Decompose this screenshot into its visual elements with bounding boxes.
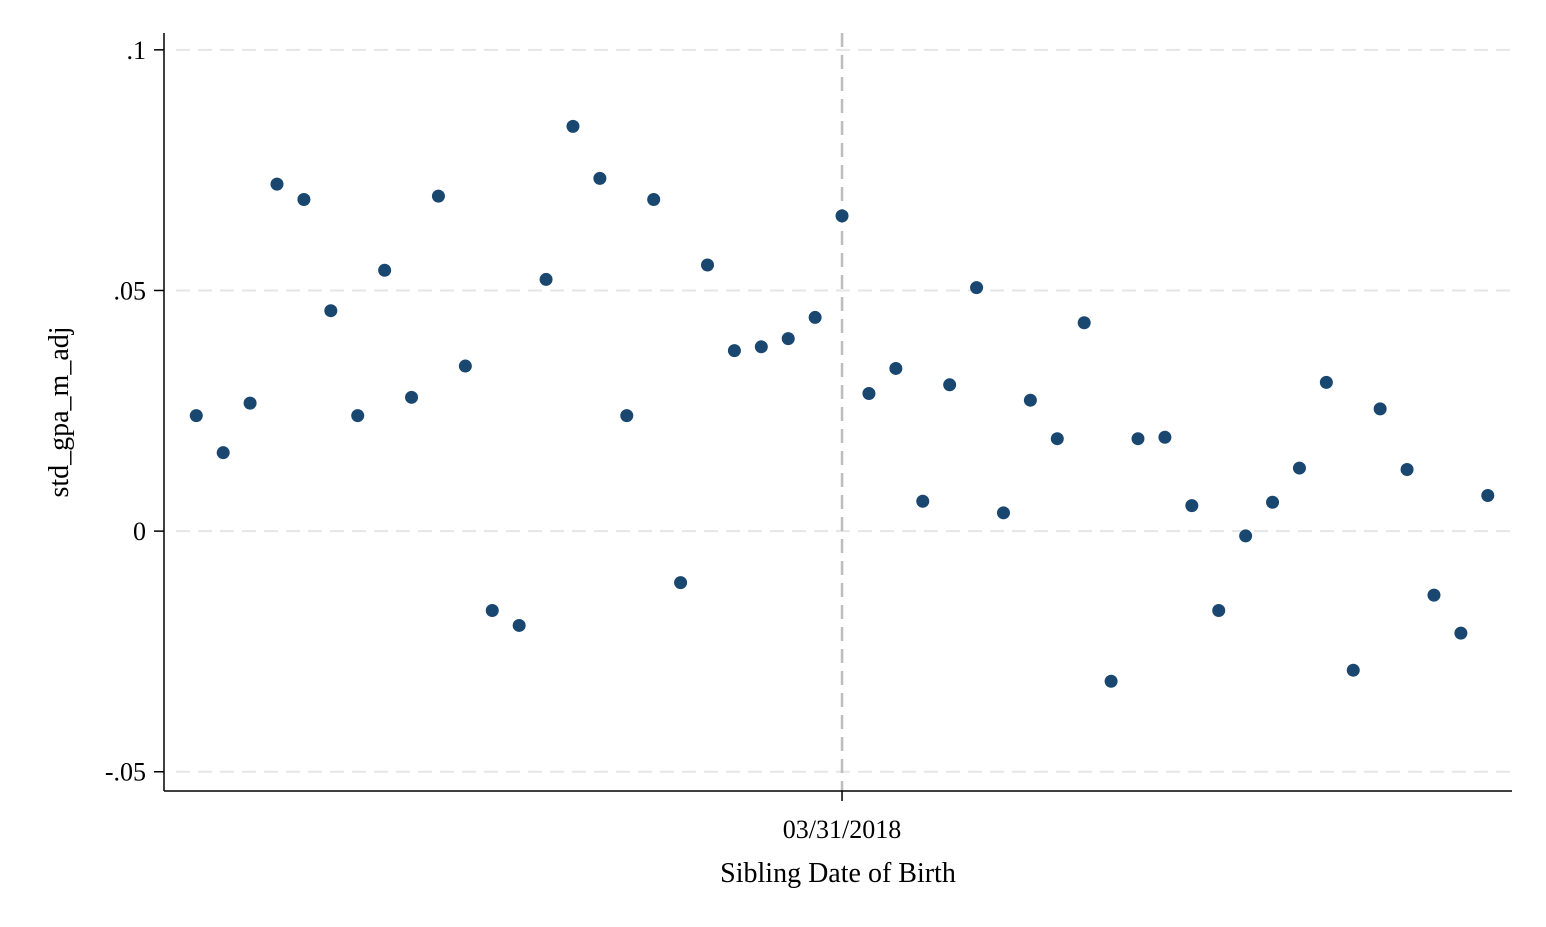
y-tick-label-0: .1 — [127, 36, 147, 65]
axes — [163, 33, 1512, 792]
data-point-0-13 — [539, 272, 553, 286]
y-axis-title: std_gpa_m_adj — [44, 326, 75, 497]
data-points — [189, 119, 1495, 688]
data-point-0-7 — [378, 263, 392, 277]
data-point-0-8 — [405, 390, 419, 404]
data-point-0-41 — [1292, 461, 1306, 475]
data-point-0-1 — [216, 446, 230, 460]
data-point-0-12 — [512, 618, 526, 632]
data-point-0-36 — [1158, 430, 1172, 444]
data-point-0-44 — [1373, 402, 1387, 416]
data-point-0-28 — [943, 378, 957, 392]
data-point-0-22 — [781, 332, 795, 346]
data-point-0-15 — [593, 171, 607, 185]
data-point-0-27 — [916, 494, 930, 508]
data-point-0-9 — [431, 189, 445, 203]
data-point-0-25 — [862, 386, 876, 400]
x-axis-title: Sibling Date of Birth — [720, 858, 956, 889]
data-point-0-35 — [1131, 432, 1145, 446]
data-point-0-14 — [566, 119, 580, 133]
data-point-0-42 — [1319, 375, 1333, 389]
data-point-0-19 — [701, 258, 715, 272]
y-tick-label-3: -.05 — [105, 758, 146, 787]
y-tick-label-2: 0 — [133, 517, 146, 546]
data-point-0-18 — [674, 576, 688, 590]
data-point-0-24 — [835, 209, 849, 223]
data-point-0-26 — [889, 361, 903, 375]
gridlines — [176, 48, 1512, 773]
data-point-0-11 — [485, 604, 499, 618]
y-ticks: .1 .05 0 -.05 — [105, 36, 164, 787]
data-point-0-46 — [1427, 588, 1441, 602]
data-point-0-0 — [189, 409, 203, 423]
data-point-0-43 — [1346, 663, 1360, 677]
data-point-0-37 — [1185, 499, 1199, 513]
data-point-0-33 — [1077, 316, 1091, 330]
data-point-0-32 — [1050, 432, 1064, 446]
data-point-0-20 — [727, 344, 741, 358]
data-point-0-40 — [1266, 495, 1280, 509]
data-point-0-2 — [243, 396, 257, 410]
data-point-0-47 — [1454, 626, 1468, 640]
data-point-0-38 — [1212, 604, 1226, 618]
data-point-0-17 — [647, 193, 661, 207]
y-tick-label-1: .05 — [114, 276, 147, 305]
x-tick-label-0: 03/31/2018 — [783, 815, 901, 844]
data-point-0-39 — [1239, 529, 1253, 543]
data-point-0-16 — [620, 409, 634, 423]
data-point-0-6 — [351, 409, 365, 423]
data-point-0-4 — [297, 193, 311, 207]
data-point-0-34 — [1104, 674, 1118, 688]
data-point-0-29 — [970, 281, 984, 295]
data-point-0-10 — [458, 359, 472, 373]
data-point-0-23 — [808, 310, 822, 324]
data-point-0-48 — [1481, 489, 1495, 503]
data-point-0-21 — [754, 340, 768, 354]
data-point-0-45 — [1400, 463, 1414, 477]
data-point-0-30 — [996, 506, 1010, 520]
data-point-0-31 — [1023, 393, 1037, 407]
data-point-0-3 — [270, 177, 284, 191]
data-point-0-5 — [324, 304, 338, 318]
x-ticks: 03/31/2018 — [783, 791, 901, 844]
